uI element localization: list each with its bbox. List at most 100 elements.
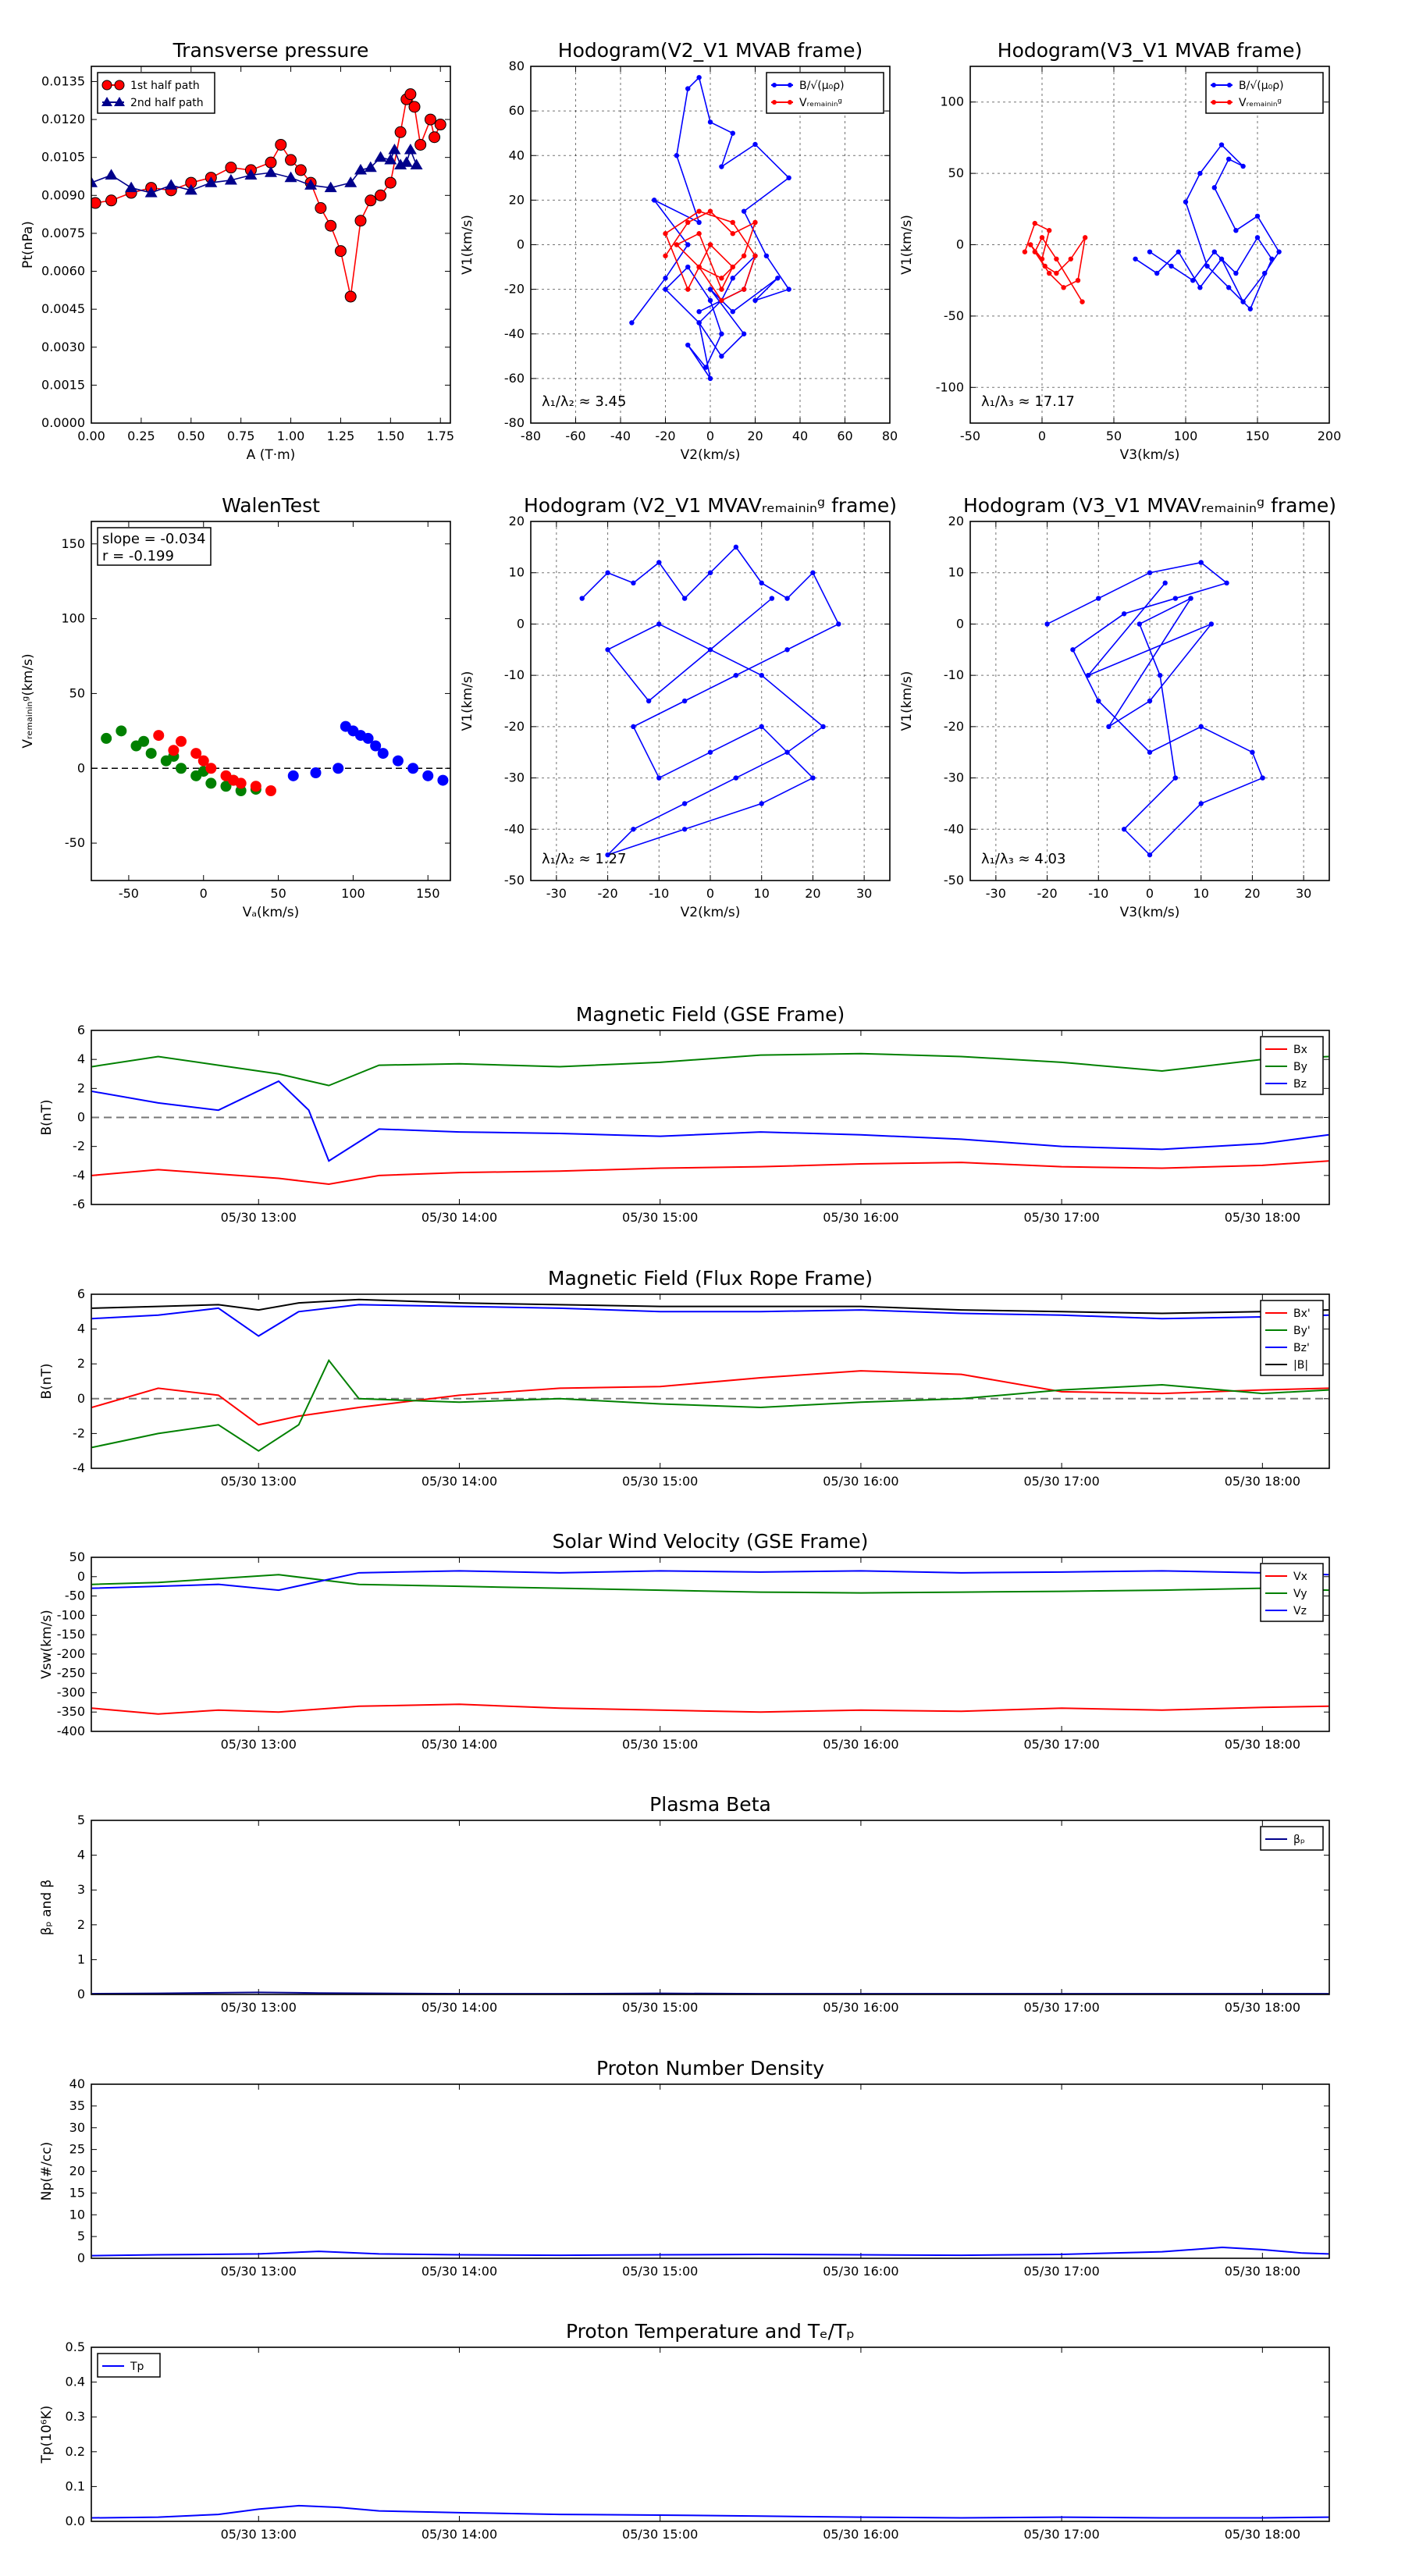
data-point xyxy=(685,219,691,226)
x-tick-label: 05/30 17:00 xyxy=(1023,2000,1099,2015)
x-tick-label: 0.75 xyxy=(227,429,255,443)
data-point xyxy=(696,219,702,226)
data-point xyxy=(1157,672,1163,678)
x-tick-label: 05/30 17:00 xyxy=(1023,2527,1099,2542)
data-point xyxy=(730,219,735,226)
legend-label: Tp xyxy=(130,2361,144,2373)
data-point xyxy=(741,286,747,292)
series-line xyxy=(1047,561,1264,856)
x-axis-label: V3(km/s) xyxy=(1120,905,1180,920)
data-point xyxy=(400,156,413,167)
data-point xyxy=(1208,621,1215,627)
scatter-point xyxy=(116,725,127,737)
legend-marker xyxy=(1227,100,1232,105)
y-tick-label: -20 xyxy=(944,719,964,734)
x-tick-label: 05/30 14:00 xyxy=(422,1210,497,1225)
x-tick-label: 05/30 18:00 xyxy=(1225,1474,1300,1489)
data-point xyxy=(354,163,367,175)
data-point xyxy=(730,264,735,270)
legend-label: Vx xyxy=(1293,1571,1307,1583)
data-point xyxy=(696,231,702,237)
x-tick-label: 05/30 16:00 xyxy=(823,1474,898,1489)
data-point xyxy=(105,169,118,180)
data-point xyxy=(605,647,610,653)
y-tick-label: -300 xyxy=(57,1685,85,1699)
y-tick-label: -80 xyxy=(504,415,525,430)
chart-title: Magnetic Field (Flux Rope Frame) xyxy=(548,1267,873,1290)
plot-frame xyxy=(969,521,1330,881)
y-tick-label: 0.0030 xyxy=(41,340,85,354)
series-line xyxy=(1135,144,1280,311)
y-tick-label: 35 xyxy=(69,2098,85,2113)
data-point xyxy=(354,215,367,227)
data-point xyxy=(1198,724,1204,730)
data-point xyxy=(733,775,739,781)
y-axis-label: Tp(10⁶K) xyxy=(39,2405,55,2464)
data-point xyxy=(674,153,680,158)
y-tick-label: 0.0015 xyxy=(41,377,85,392)
data-point xyxy=(1211,249,1218,254)
data-point xyxy=(1168,263,1174,269)
data-point xyxy=(707,375,713,382)
y-axis-label: V1(km/s) xyxy=(899,671,915,731)
data-point xyxy=(707,297,713,304)
series-line xyxy=(631,76,790,379)
x-tick-label: 05/30 15:00 xyxy=(622,1210,698,1225)
hodogram-v3-v1-mvab-chart: Hodogram(V3_V1 MVAB frame) -50 0 50 100 150 20… xyxy=(899,39,1341,463)
legend: B/√(μ₀ρ) Vᵣₑₘₐᵢₙᵢₙᵍ xyxy=(766,72,884,114)
data-point xyxy=(144,187,158,197)
data-point xyxy=(1183,199,1189,205)
scatter-point xyxy=(190,748,202,760)
hodogram-v2-v1-mvab-chart: Hodogram(V2_V1 MVAB frame) -80 -60 -40 -20 0 2… xyxy=(460,39,898,463)
x-tick-label: 05/30 14:00 xyxy=(422,2264,497,2279)
y-tick-label: -200 xyxy=(57,1646,85,1661)
scatter-point xyxy=(287,770,299,781)
y-tick-label: -30 xyxy=(504,770,525,785)
scatter-point xyxy=(392,755,404,767)
series-line xyxy=(91,1991,1329,1994)
y-tick-label: 20 xyxy=(69,2164,85,2179)
chart-title: Proton Number Density xyxy=(596,2057,824,2080)
series-line xyxy=(91,1570,1329,1592)
plot-area xyxy=(91,2247,1329,2257)
scatter-point xyxy=(153,730,165,742)
legend-label: |B| xyxy=(1293,1359,1308,1372)
data-point xyxy=(759,724,764,730)
scatter-point xyxy=(168,745,180,756)
x-tick-label: 0.50 xyxy=(177,429,205,443)
data-point xyxy=(1032,249,1038,254)
data-point xyxy=(1226,285,1232,290)
data-point xyxy=(685,242,691,247)
y-tick-label: 20 xyxy=(509,192,525,207)
data-point xyxy=(1254,213,1261,219)
y-tick-label: -40 xyxy=(944,821,964,836)
chart-title: Hodogram (V2_V1 MVAVᵣₑₘₐᵢₙᵢₙᵍ frame) xyxy=(524,494,897,517)
data-point xyxy=(384,176,397,189)
proton-number-density-chart: Proton Number Density 05/30 13:00 05/30 14… xyxy=(39,2057,1330,2279)
y-tick-label: 0 xyxy=(77,1391,85,1406)
y-tick-label: -20 xyxy=(504,282,525,297)
x-tick-label: 30 xyxy=(1296,886,1311,901)
x-tick-label: 150 xyxy=(1246,429,1270,443)
data-point xyxy=(1096,698,1101,704)
data-point xyxy=(404,88,417,101)
plot-area xyxy=(91,1052,1329,1185)
data-point xyxy=(1039,256,1045,262)
y-tick-label: 0.0135 xyxy=(41,73,85,88)
y-tick-label: 0.4 xyxy=(66,2375,85,2389)
data-point xyxy=(696,320,702,326)
legend-marker xyxy=(788,100,792,105)
series-line xyxy=(91,1052,1329,1087)
x-tick-label: 20 xyxy=(747,429,763,443)
x-tick-label: 05/30 13:00 xyxy=(221,1210,297,1225)
series-line xyxy=(664,210,756,301)
data-point xyxy=(820,724,826,730)
y-tick-label: 2 xyxy=(77,1917,85,1932)
legend-label: βₚ xyxy=(1293,1834,1305,1846)
y-tick-label: 2 xyxy=(77,1080,85,1095)
legend-label: Vᵣₑₘₐᵢₙᵢₙᵍ xyxy=(799,97,842,109)
scatter-point xyxy=(197,755,209,767)
data-point xyxy=(394,126,407,138)
series-line xyxy=(91,1703,1329,1715)
y-tick-label: -100 xyxy=(936,379,964,394)
